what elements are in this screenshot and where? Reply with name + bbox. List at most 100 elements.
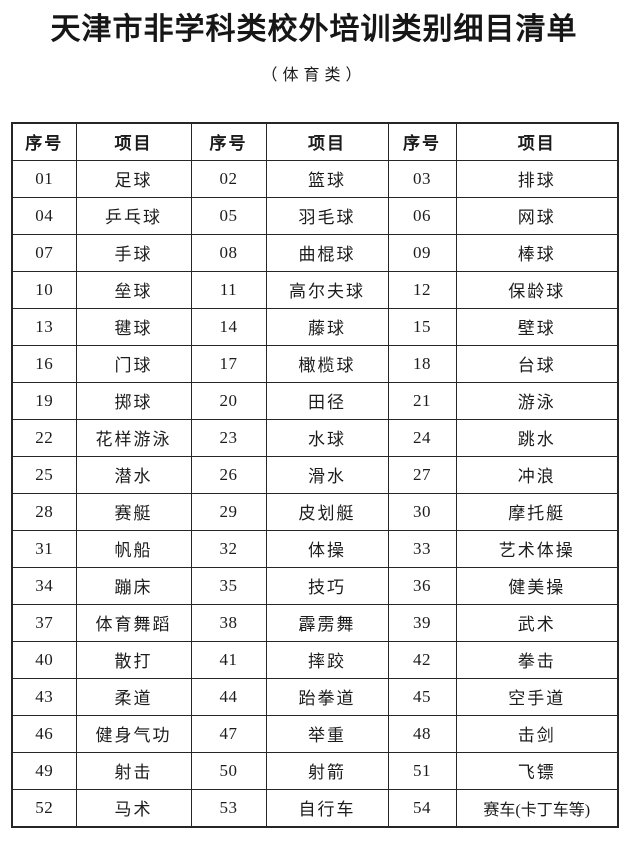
item-name-cell: 跳水: [455, 418, 619, 457]
serial-number-cell: 51: [387, 751, 457, 790]
item-name-cell: 冲浪: [455, 455, 619, 494]
item-name-cell: 技巧: [265, 566, 389, 605]
table-body: 01 足球 02 篮球 03 排球 04 乒乓球 05 羽毛球 06 网球 07 手球 08 曲棍球 09 棒球 1…: [11, 159, 619, 827]
serial-number-cell: 11: [190, 270, 267, 309]
serial-number-cell: 08: [190, 233, 267, 272]
item-name-cell: 艺术体操: [455, 529, 619, 568]
table-row: 01 足球 02 篮球 03 排球: [11, 159, 619, 198]
serial-number-cell: 29: [190, 492, 267, 531]
serial-number-cell: 10: [11, 270, 77, 309]
item-name-cell: 皮划艇: [265, 492, 389, 531]
serial-number-cell: 48: [387, 714, 457, 753]
serial-number-cell: 17: [190, 344, 267, 383]
serial-number-cell: 50: [190, 751, 267, 790]
serial-number-cell: 09: [387, 233, 457, 272]
document-title: 天津市非学科类校外培训类别细目清单: [50, 13, 578, 46]
item-name-cell: 赛车(卡丁车等): [455, 788, 619, 827]
item-name-cell: 跆拳道: [265, 677, 389, 716]
serial-number-cell: 45: [387, 677, 457, 716]
item-name-cell: 水球: [265, 418, 389, 457]
item-name-cell: 体操: [265, 529, 389, 568]
serial-number-cell: 13: [11, 307, 77, 346]
serial-number-cell: 54: [387, 788, 457, 827]
item-name-cell: 壁球: [455, 307, 619, 346]
item-name-cell: 棒球: [455, 233, 619, 272]
serial-number-cell: 35: [190, 566, 267, 605]
table-row: 34 蹦床 35 技巧 36 健美操: [11, 566, 619, 605]
serial-number-cell: 14: [190, 307, 267, 346]
item-name-cell: 空手道: [455, 677, 619, 716]
serial-number-cell: 36: [387, 566, 457, 605]
serial-number-cell: 47: [190, 714, 267, 753]
item-name-cell: 排球: [455, 159, 619, 198]
item-name-cell: 潜水: [75, 455, 192, 494]
table-row: 46 健身气功 47 举重 48 击剑: [11, 714, 619, 753]
item-name-cell: 帆船: [75, 529, 192, 568]
column-header: 序号: [387, 122, 457, 161]
serial-number-cell: 40: [11, 640, 77, 679]
serial-number-cell: 26: [190, 455, 267, 494]
serial-number-cell: 33: [387, 529, 457, 568]
serial-number-cell: 16: [11, 344, 77, 383]
column-header: 序号: [190, 122, 267, 161]
category-table: 序号 项目 序号 项目 序号 项目 01 足球 02 篮球 03 排球 04 乒乓球 05 羽毛球 06 网球 0…: [11, 121, 619, 828]
serial-number-cell: 53: [190, 788, 267, 827]
item-name-cell: 橄榄球: [265, 344, 389, 383]
table-row: 37 体育舞蹈 38 霹雳舞 39 武术: [11, 603, 619, 642]
item-name-cell: 花样游泳: [75, 418, 192, 457]
serial-number-cell: 07: [11, 233, 77, 272]
table-row: 07 手球 08 曲棍球 09 棒球: [11, 233, 619, 272]
item-name-cell: 射箭: [265, 751, 389, 790]
serial-number-cell: 30: [387, 492, 457, 531]
item-name-cell: 拳击: [455, 640, 619, 679]
serial-number-cell: 52: [11, 788, 77, 827]
column-header: 项目: [265, 122, 389, 161]
item-name-cell: 自行车: [265, 788, 389, 827]
item-name-cell: 篮球: [265, 159, 389, 198]
item-name-cell: 羽毛球: [265, 196, 389, 235]
serial-number-cell: 04: [11, 196, 77, 235]
serial-number-cell: 24: [387, 418, 457, 457]
item-name-cell: 飞镖: [455, 751, 619, 790]
serial-number-cell: 31: [11, 529, 77, 568]
table-row: 16 门球 17 橄榄球 18 台球: [11, 344, 619, 383]
serial-number-cell: 28: [11, 492, 77, 531]
serial-number-cell: 01: [11, 159, 77, 198]
table-row: 19 掷球 20 田径 21 游泳: [11, 381, 619, 420]
serial-number-cell: 27: [387, 455, 457, 494]
serial-number-cell: 25: [11, 455, 77, 494]
item-name-cell: 马术: [75, 788, 192, 827]
column-header: 项目: [75, 122, 192, 161]
serial-number-cell: 34: [11, 566, 77, 605]
table-row: 25 潜水 26 滑水 27 冲浪: [11, 455, 619, 494]
item-name-cell: 台球: [455, 344, 619, 383]
item-name-cell: 击剑: [455, 714, 619, 753]
serial-number-cell: 02: [190, 159, 267, 198]
serial-number-cell: 21: [387, 381, 457, 420]
table-row: 52 马术 53 自行车 54 赛车(卡丁车等): [11, 788, 619, 827]
table-row: 10 垒球 11 高尔夫球 12 保龄球: [11, 270, 619, 309]
serial-number-cell: 42: [387, 640, 457, 679]
item-name-cell: 散打: [75, 640, 192, 679]
item-name-cell: 曲棍球: [265, 233, 389, 272]
table-row: 49 射击 50 射箭 51 飞镖: [11, 751, 619, 790]
item-name-cell: 高尔夫球: [265, 270, 389, 309]
item-name-cell: 举重: [265, 714, 389, 753]
item-name-cell: 垒球: [75, 270, 192, 309]
item-name-cell: 摩托艇: [455, 492, 619, 531]
serial-number-cell: 39: [387, 603, 457, 642]
table-row: 04 乒乓球 05 羽毛球 06 网球: [11, 196, 619, 235]
serial-number-cell: 46: [11, 714, 77, 753]
item-name-cell: 健美操: [455, 566, 619, 605]
item-name-cell: 手球: [75, 233, 192, 272]
serial-number-cell: 05: [190, 196, 267, 235]
serial-number-cell: 41: [190, 640, 267, 679]
item-name-cell: 健身气功: [75, 714, 192, 753]
serial-number-cell: 20: [190, 381, 267, 420]
item-name-cell: 门球: [75, 344, 192, 383]
item-name-cell: 掷球: [75, 381, 192, 420]
item-name-cell: 游泳: [455, 381, 619, 420]
document-subtitle: （体育类）: [261, 66, 367, 84]
table-row: 22 花样游泳 23 水球 24 跳水: [11, 418, 619, 457]
